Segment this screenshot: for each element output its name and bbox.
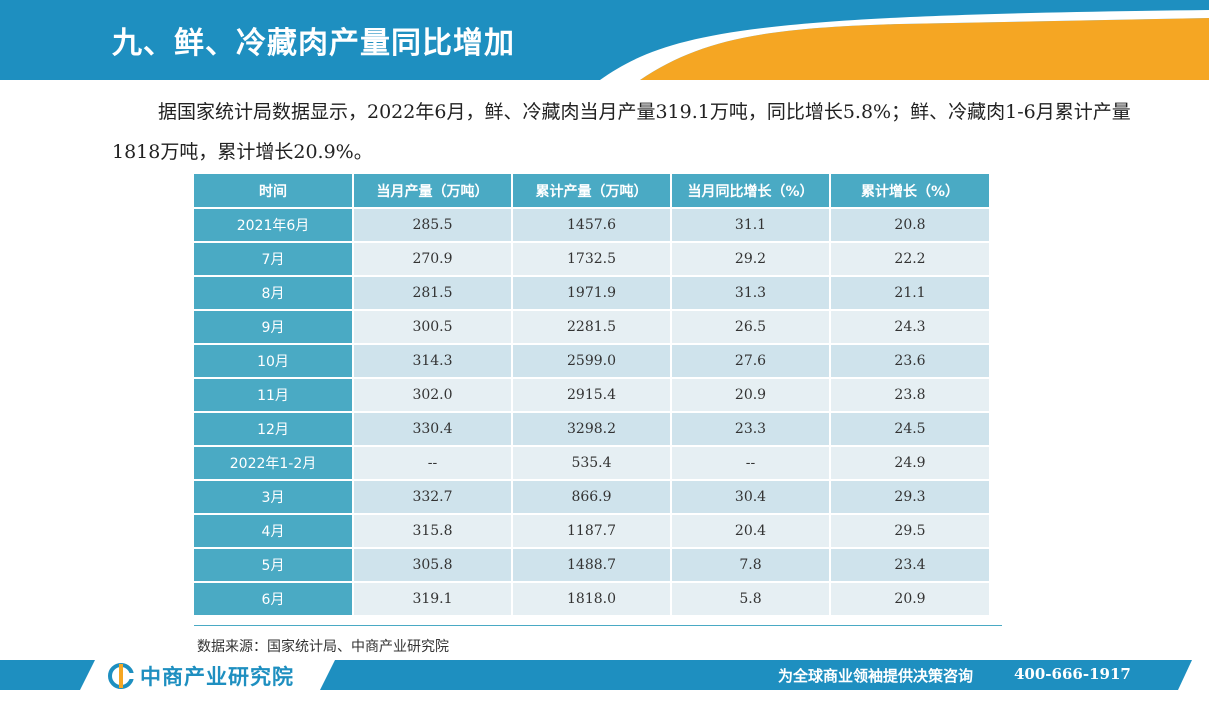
cell-monthly-growth: 20.9 — [671, 378, 831, 413]
cell-cumulative-growth: 22.2 — [830, 242, 989, 277]
cell-monthly-output: 302.0 — [353, 378, 513, 413]
cell-monthly-growth: 20.4 — [671, 514, 831, 549]
header-background — [0, 0, 1209, 80]
logo-text: 中商产业研究院 — [140, 665, 294, 689]
table-row: 8月 281.5 1971.9 31.3 21.1 — [194, 276, 989, 311]
cell-cumulative-growth: 29.5 — [830, 514, 989, 549]
company-logo: 中商产业研究院 — [108, 662, 294, 690]
table-row: 7月 270.9 1732.5 29.2 22.2 — [194, 242, 989, 277]
cell-cumulative-growth: 23.4 — [830, 548, 989, 583]
footer-slogan: 为全球商业领袖提供决策咨询 — [778, 667, 974, 685]
table-row: 6月 319.1 1818.0 5.8 20.9 — [194, 582, 989, 617]
table-row: 9月 300.5 2281.5 26.5 24.3 — [194, 310, 989, 345]
table-header-row: 时间 当月产量（万吨） 累计产量（万吨） 当月同比增长（%） 累计增长（%） — [194, 174, 989, 209]
cell-time: 9月 — [194, 310, 354, 345]
intro-paragraph: 据国家统计局数据显示，2022年6月，鲜、冷藏肉当月产量319.1万吨，同比增长… — [112, 101, 1131, 163]
cell-cumulative-growth: 20.8 — [830, 208, 989, 243]
cell-cumulative-output: 535.4 — [512, 446, 672, 481]
source-divider — [194, 625, 1002, 626]
table-row: 3月 332.7 866.9 30.4 29.3 — [194, 480, 989, 515]
data-source-note: 数据来源：国家统计局、中商产业研究院 — [197, 639, 449, 655]
cell-cumulative-output: 1732.5 — [512, 242, 672, 277]
cell-cumulative-output: 2599.0 — [512, 344, 672, 379]
table-row: 11月 302.0 2915.4 20.9 23.8 — [194, 378, 989, 413]
data-table-container: 时间 当月产量（万吨） 累计产量（万吨） 当月同比增长（%） 累计增长（%） 2… — [194, 174, 989, 617]
footer-bar — [0, 660, 1209, 690]
cell-monthly-output: 305.8 — [353, 548, 513, 583]
cell-monthly-output: 315.8 — [353, 514, 513, 549]
cell-monthly-output: 332.7 — [353, 480, 513, 515]
cell-time: 6月 — [194, 582, 354, 617]
column-header-monthly-growth: 当月同比增长（%） — [671, 174, 831, 209]
footer-background — [0, 660, 1192, 690]
cell-monthly-output: 330.4 — [353, 412, 513, 447]
logo-icon — [108, 663, 134, 689]
cell-monthly-output: -- — [353, 446, 513, 481]
table-row: 10月 314.3 2599.0 27.6 23.6 — [194, 344, 989, 379]
cell-cumulative-output: 1818.0 — [512, 582, 672, 617]
cell-cumulative-output: 1971.9 — [512, 276, 672, 311]
cell-monthly-growth: 5.8 — [671, 582, 831, 617]
column-header-time: 时间 — [194, 174, 354, 209]
cell-cumulative-output: 2915.4 — [512, 378, 672, 413]
cell-time: 7月 — [194, 242, 354, 277]
cell-time: 5月 — [194, 548, 354, 583]
footer-phone: 400-666-1917 — [1014, 665, 1131, 683]
cell-monthly-growth: 30.4 — [671, 480, 831, 515]
cell-monthly-growth: 31.1 — [671, 208, 831, 243]
cell-monthly-output: 281.5 — [353, 276, 513, 311]
cell-cumulative-output: 3298.2 — [512, 412, 672, 447]
meat-production-table: 时间 当月产量（万吨） 累计产量（万吨） 当月同比增长（%） 累计增长（%） 2… — [194, 174, 989, 617]
column-header-cumulative-growth: 累计增长（%） — [830, 174, 989, 209]
cell-time: 2021年6月 — [194, 208, 354, 243]
cell-monthly-growth: 23.3 — [671, 412, 831, 447]
cell-time: 4月 — [194, 514, 354, 549]
cell-cumulative-output: 1457.6 — [512, 208, 672, 243]
cell-time: 12月 — [194, 412, 354, 447]
cell-time: 8月 — [194, 276, 354, 311]
cell-time: 10月 — [194, 344, 354, 379]
cell-monthly-growth: 27.6 — [671, 344, 831, 379]
cell-cumulative-output: 1187.7 — [512, 514, 672, 549]
cell-cumulative-growth: 24.5 — [830, 412, 989, 447]
cell-cumulative-output: 1488.7 — [512, 548, 672, 583]
cell-monthly-growth: 26.5 — [671, 310, 831, 345]
cell-monthly-growth: 31.3 — [671, 276, 831, 311]
cell-monthly-output: 319.1 — [353, 582, 513, 617]
cell-monthly-output: 285.5 — [353, 208, 513, 243]
column-header-monthly-output: 当月产量（万吨） — [353, 174, 513, 209]
cell-cumulative-growth: 23.8 — [830, 378, 989, 413]
cell-cumulative-growth: 24.3 — [830, 310, 989, 345]
table-row: 2022年1-2月 -- 535.4 -- 24.9 — [194, 446, 989, 481]
cell-cumulative-output: 866.9 — [512, 480, 672, 515]
column-header-cumulative-output: 累计产量（万吨） — [512, 174, 672, 209]
cell-monthly-output: 300.5 — [353, 310, 513, 345]
table-row: 4月 315.8 1187.7 20.4 29.5 — [194, 514, 989, 549]
cell-time: 3月 — [194, 480, 354, 515]
cell-monthly-growth: 29.2 — [671, 242, 831, 277]
table-row: 2021年6月 285.5 1457.6 31.1 20.8 — [194, 208, 989, 243]
cell-monthly-growth: -- — [671, 446, 831, 481]
cell-monthly-growth: 7.8 — [671, 548, 831, 583]
cell-time: 11月 — [194, 378, 354, 413]
cell-time: 2022年1-2月 — [194, 446, 354, 481]
cell-monthly-output: 270.9 — [353, 242, 513, 277]
page-title: 九、鲜、冷藏肉产量同比增加 — [112, 26, 515, 61]
cell-cumulative-growth: 23.6 — [830, 344, 989, 379]
cell-monthly-output: 314.3 — [353, 344, 513, 379]
header-banner: 九、鲜、冷藏肉产量同比增加 — [0, 0, 1209, 80]
cell-cumulative-growth: 29.3 — [830, 480, 989, 515]
table-row: 5月 305.8 1488.7 7.8 23.4 — [194, 548, 989, 583]
cell-cumulative-growth: 21.1 — [830, 276, 989, 311]
cell-cumulative-growth: 20.9 — [830, 582, 989, 617]
cell-cumulative-growth: 24.9 — [830, 446, 989, 481]
table-body: 2021年6月 285.5 1457.6 31.1 20.8 7月 270.9 1732.5 2… — [194, 208, 989, 617]
table-row: 12月 330.4 3298.2 23.3 24.5 — [194, 412, 989, 447]
cell-cumulative-output: 2281.5 — [512, 310, 672, 345]
